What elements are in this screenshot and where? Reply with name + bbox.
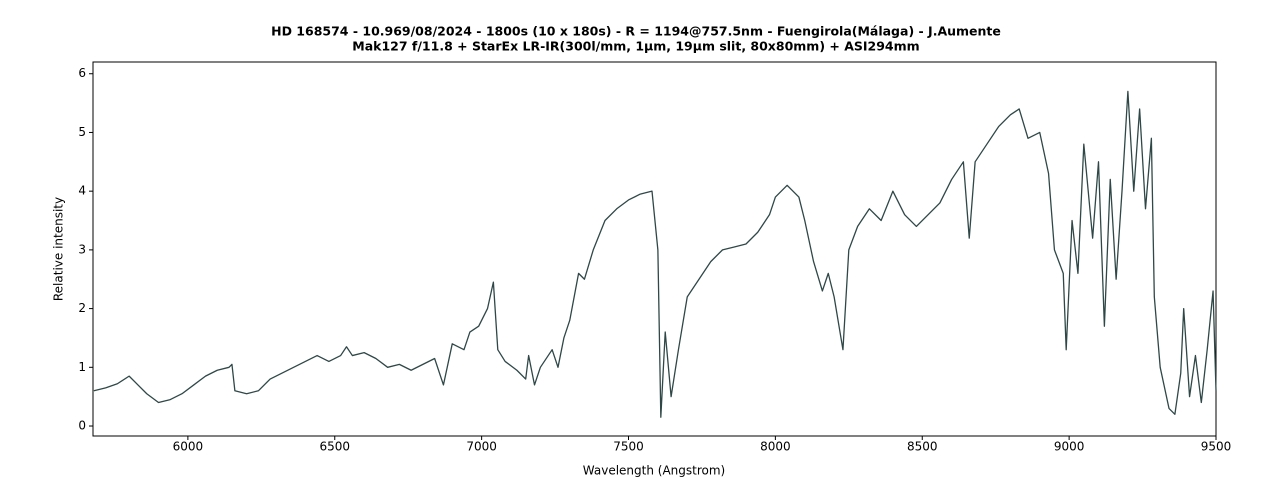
y-tick-label: 6 <box>78 66 86 80</box>
y-tick-label: 1 <box>78 360 86 374</box>
spectrum-line <box>93 90 1217 418</box>
y-tick-label: 3 <box>78 242 86 256</box>
plot-frame <box>92 61 1217 437</box>
x-tick-label: 9000 <box>1054 440 1085 454</box>
x-tick-label: 7000 <box>466 440 497 454</box>
y-axis-label: Relative intensity <box>52 197 66 301</box>
y-tick-label: 0 <box>78 419 86 433</box>
x-tick-label: 6500 <box>319 440 350 454</box>
x-tick-label: 8500 <box>907 440 938 454</box>
x-tick-label: 9500 <box>1201 440 1232 454</box>
y-tick-label: 4 <box>78 184 86 198</box>
chart-subtitle: Mak127 f/11.8 + StarEx LR-IR(300l/mm, 1µ… <box>352 39 919 54</box>
x-tick-label: 8000 <box>760 440 791 454</box>
y-tick-label: 2 <box>78 301 86 315</box>
y-tick-label: 5 <box>78 125 86 139</box>
x-tick-label: 7500 <box>613 440 644 454</box>
x-tick-label: 6000 <box>173 440 204 454</box>
chart-title: HD 168574 - 10.969/08/2024 - 1800s (10 x… <box>271 24 1001 39</box>
x-axis-label: Wavelength (Angstrom) <box>583 464 725 478</box>
